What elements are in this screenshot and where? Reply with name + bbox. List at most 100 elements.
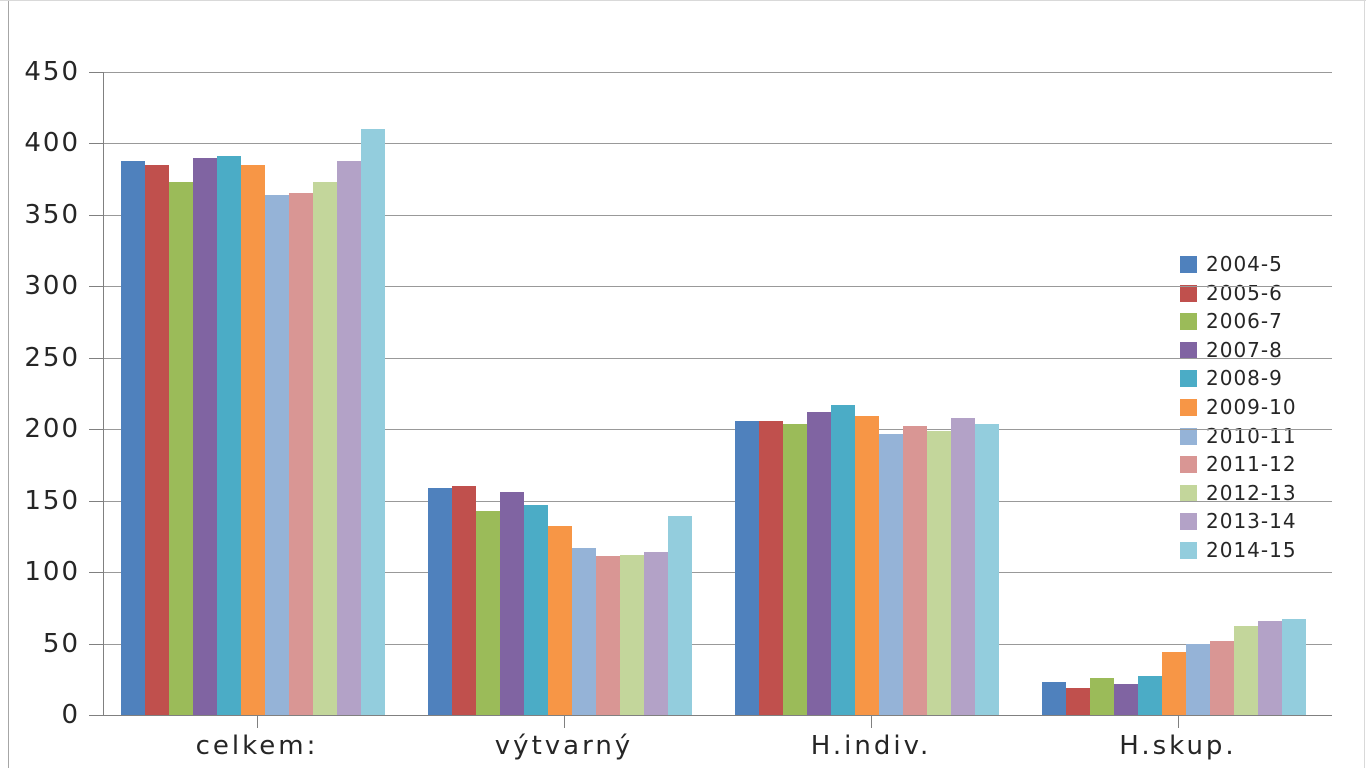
bar-2013-14 — [951, 418, 975, 715]
bar-2009-10 — [855, 416, 879, 715]
y-tick-label: 400 — [24, 128, 80, 158]
bar-2004-5 — [735, 421, 759, 715]
bar-2005-6 — [145, 165, 169, 715]
y-axis-line — [103, 72, 104, 715]
bar-2011-12 — [903, 426, 927, 715]
bar-2012-13 — [313, 182, 337, 715]
legend-label: 2004-5 — [1206, 252, 1283, 276]
window-right-border — [1364, 1, 1365, 768]
y-axis-tick — [89, 143, 103, 144]
gridline — [103, 72, 1332, 73]
x-axis-tick — [1178, 716, 1179, 728]
bar-2013-14 — [644, 552, 668, 715]
y-tick-label: 200 — [24, 414, 80, 444]
bar-2008-9 — [217, 156, 241, 715]
bar-2008-9 — [1138, 676, 1162, 715]
bar-2010-11 — [879, 434, 903, 715]
legend-swatch-icon — [1180, 369, 1197, 387]
bar-2006-7 — [169, 182, 193, 715]
y-axis-tick — [89, 644, 103, 645]
x-axis-tick — [257, 716, 258, 728]
legend-label: 2006-7 — [1206, 309, 1283, 333]
gridline — [103, 644, 1332, 645]
legend-swatch-icon — [1180, 455, 1197, 473]
legend-swatch-icon — [1180, 541, 1197, 559]
bar-2004-5 — [428, 488, 452, 715]
bar-2005-6 — [1066, 688, 1090, 715]
bar-2007-8 — [500, 492, 524, 715]
bar-2011-12 — [596, 556, 620, 715]
category-label: H.indiv. — [810, 731, 932, 761]
legend-swatch-icon — [1180, 284, 1197, 302]
legend-item-2012-13: 2012-13 — [1180, 483, 1297, 503]
legend-swatch-icon — [1180, 341, 1197, 359]
y-axis-tick — [89, 286, 103, 287]
y-tick-label: 150 — [24, 486, 80, 516]
legend-label: 2010-11 — [1206, 424, 1297, 448]
legend-item-2004-5: 2004-5 — [1180, 254, 1283, 274]
gridline — [103, 501, 1332, 502]
gridline — [103, 429, 1332, 430]
legend-swatch-icon — [1180, 484, 1197, 502]
y-axis-tick — [89, 215, 103, 216]
bar-2007-8 — [193, 158, 217, 715]
bar-2004-5 — [121, 161, 145, 715]
bar-2005-6 — [759, 421, 783, 715]
legend-item-2005-6: 2005-6 — [1180, 283, 1283, 303]
legend-label: 2014-15 — [1206, 538, 1297, 562]
legend-item-2010-11: 2010-11 — [1180, 426, 1297, 446]
y-axis-tick — [89, 572, 103, 573]
y-tick-label: 0 — [61, 700, 80, 730]
bar-2009-10 — [1162, 652, 1186, 715]
gridline — [103, 286, 1332, 287]
legend-item-2009-10: 2009-10 — [1180, 397, 1297, 417]
legend-item-2013-14: 2013-14 — [1180, 511, 1297, 531]
bar-2006-7 — [1090, 678, 1114, 715]
bar-2011-12 — [289, 193, 313, 715]
bar-2014-15 — [1282, 619, 1306, 715]
gridline — [103, 215, 1332, 216]
legend-label: 2011-12 — [1206, 452, 1297, 476]
legend-item-2014-15: 2014-15 — [1180, 540, 1297, 560]
bar-2009-10 — [241, 165, 265, 715]
legend-label: 2007-8 — [1206, 338, 1283, 362]
bar-2004-5 — [1042, 682, 1066, 715]
bar-2011-12 — [1210, 641, 1234, 715]
bar-2010-11 — [1186, 644, 1210, 715]
bar-2008-9 — [831, 405, 855, 715]
bar-2006-7 — [476, 511, 500, 715]
window-left-border — [8, 1, 9, 768]
legend-item-2007-8: 2007-8 — [1180, 340, 1283, 360]
legend-label: 2008-9 — [1206, 366, 1283, 390]
y-tick-label: 100 — [24, 557, 80, 587]
y-tick-label: 300 — [24, 271, 80, 301]
y-tick-label: 250 — [24, 343, 80, 373]
y-axis-tick — [89, 72, 103, 73]
legend-label: 2009-10 — [1206, 395, 1297, 419]
bar-2012-13 — [620, 555, 644, 715]
legend-item-2011-12: 2011-12 — [1180, 454, 1297, 474]
legend-label: 2012-13 — [1206, 481, 1297, 505]
bar-2012-13 — [1234, 626, 1258, 715]
legend-item-2006-7: 2006-7 — [1180, 311, 1283, 331]
y-tick-label: 50 — [42, 629, 80, 659]
gridline — [103, 358, 1332, 359]
bar-2013-14 — [337, 161, 361, 715]
category-label: celkem: — [195, 731, 319, 761]
gridline — [103, 572, 1332, 573]
bar-2010-11 — [572, 548, 596, 715]
y-axis-tick — [89, 501, 103, 502]
y-tick-label: 450 — [24, 57, 80, 87]
x-axis-tick — [871, 716, 872, 728]
legend-swatch-icon — [1180, 427, 1197, 445]
legend-label: 2013-14 — [1206, 509, 1297, 533]
bar-2010-11 — [265, 195, 289, 715]
bar-2014-15 — [361, 129, 385, 715]
legend-swatch-icon — [1180, 255, 1197, 273]
bar-2012-13 — [927, 431, 951, 715]
legend-swatch-icon — [1180, 312, 1197, 330]
bar-2007-8 — [807, 412, 831, 715]
bar-2008-9 — [524, 505, 548, 715]
bar-2014-15 — [668, 516, 692, 715]
